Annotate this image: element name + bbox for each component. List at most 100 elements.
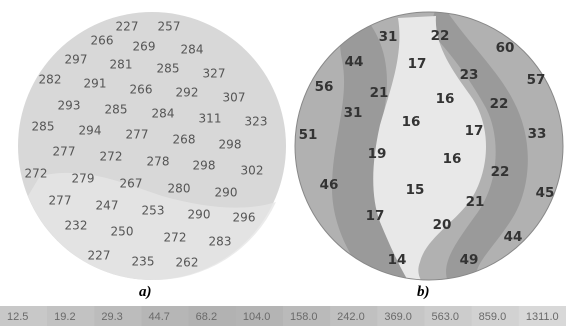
panel-b-value: 17 (366, 208, 385, 224)
panel-a-value: 293 (58, 99, 81, 113)
colorbar-tick-label: 104.0 (243, 311, 271, 323)
panel-a-value: 282 (39, 73, 62, 87)
panel-a-value: 327 (203, 67, 226, 81)
panel-b-value: 57 (527, 72, 546, 88)
panel-a-value: 250 (111, 225, 134, 239)
panel-a-value: 296 (233, 211, 256, 225)
panel-b-value: 46 (320, 177, 339, 193)
panel-b-value: 21 (466, 194, 485, 210)
panel-b-value: 51 (299, 127, 318, 143)
colorbar-tick-label: 563.0 (432, 311, 460, 323)
panel-a-value: 285 (32, 120, 55, 134)
panel-a-value: 284 (181, 43, 204, 57)
colorbar-tick-label: 68.2 (196, 311, 217, 323)
panel-a-value: 235 (132, 255, 155, 269)
colorbar-tick-label: 44.7 (149, 311, 170, 323)
panel-b-outline (294, 11, 564, 281)
panel-b-value: 31 (379, 29, 398, 45)
panel-a-value: 257 (158, 20, 181, 34)
panel-b-value: 49 (460, 252, 479, 268)
panel-b-value: 16 (402, 114, 421, 130)
colorbar-cell (283, 306, 331, 326)
panel-a-value: 298 (219, 138, 242, 152)
panel-a-value: 297 (65, 53, 88, 67)
panel-a-value: 272 (100, 150, 123, 164)
panel-a-value: 227 (88, 249, 111, 263)
panel-a-label: a) (139, 284, 152, 300)
panel-a-value: 277 (126, 128, 149, 142)
panel-a-value: 232 (65, 219, 88, 233)
panel-a-value: 253 (142, 204, 165, 218)
colorbar-cell (94, 306, 143, 326)
colorbar-tick-label: 859.0 (479, 311, 507, 323)
panel-b-value: 20 (433, 217, 452, 233)
panel-a-value: 291 (84, 77, 107, 91)
panel-b-value: 17 (408, 56, 427, 72)
panel-a-value: 294 (79, 124, 102, 138)
panel-b-value: 33 (528, 126, 547, 142)
panel-a-value: 247 (96, 199, 119, 213)
panel-a-value: 266 (130, 83, 153, 97)
panel-b-center-light-region (373, 16, 486, 280)
colorbar: 12.5 19.2 29.3 44.7 68.2 104.0 158.0 242.0 369.0… (0, 306, 566, 326)
panel-a-value: 268 (173, 133, 196, 147)
panel-a-value: 307 (223, 91, 246, 105)
panel-b-value: 45 (536, 185, 555, 201)
panel-b-label: b) (417, 284, 430, 300)
panel-b-value: 44 (504, 229, 523, 245)
colorbar-cell (141, 306, 190, 326)
panel-a-value: 311 (199, 112, 222, 126)
panel-b-value: 31 (344, 105, 363, 121)
panel-b-value: 16 (443, 151, 462, 167)
panel-b-value: 16 (436, 91, 455, 107)
panel-a-value: 323 (245, 115, 268, 129)
colorbar-cell (47, 306, 95, 326)
colorbar-tick-label: 1311.0 (526, 311, 559, 323)
panel-a-value: 281 (110, 58, 133, 72)
colorbar-cell (0, 306, 48, 326)
colorbar-cell (235, 306, 284, 326)
panel-a-value: 272 (25, 167, 48, 181)
panel-a-value: 280 (168, 182, 191, 196)
panel-a-value: 283 (209, 235, 232, 249)
colorbar-tick-label: 29.3 (101, 311, 122, 323)
panel-b-value: 19 (368, 146, 387, 162)
colorbar-cell (471, 306, 520, 326)
panel-b-value: 56 (315, 79, 334, 95)
panel-a-value: 285 (105, 103, 128, 117)
panel-a-value: 285 (157, 62, 180, 76)
colorbar-cell (330, 306, 378, 326)
panel-a-value: 272 (164, 231, 187, 245)
panel-b-value: 15 (406, 182, 425, 198)
panel-a-value: 292 (176, 86, 199, 100)
panel-a-value: 278 (147, 155, 170, 169)
panel-b-value: 44 (345, 54, 364, 70)
panel-b-value: 22 (431, 28, 450, 44)
panel-a-value: 298 (193, 159, 216, 173)
panel-b-value: 22 (491, 164, 510, 180)
panel-b-value: 21 (370, 85, 389, 101)
colorbar-cell (518, 306, 566, 326)
colorbar-cell (424, 306, 473, 326)
panel-a-value: 290 (215, 186, 238, 200)
panel-a-value: 279 (72, 172, 95, 186)
panel-a-value: 262 (176, 256, 199, 270)
panel-a-value: 277 (53, 145, 76, 159)
panel-a-value: 267 (120, 177, 143, 191)
panel-b-value: 22 (490, 96, 509, 112)
colorbar-tick-label: 12.5 (7, 311, 28, 323)
panel-a-value: 269 (133, 40, 156, 54)
panel-a-value: 290 (188, 208, 211, 222)
panel-b-value: 17 (465, 123, 484, 139)
panel-b-value: 60 (496, 40, 515, 56)
colorbar-cell (188, 306, 237, 326)
panel-b-value: 23 (460, 67, 479, 83)
panel-a-value: 227 (116, 20, 139, 34)
colorbar-tick-label: 369.0 (384, 311, 412, 323)
colorbar-tick-label: 19.2 (54, 311, 75, 323)
colorbar-cell (377, 306, 426, 326)
colorbar-tick-label: 242.0 (337, 311, 365, 323)
